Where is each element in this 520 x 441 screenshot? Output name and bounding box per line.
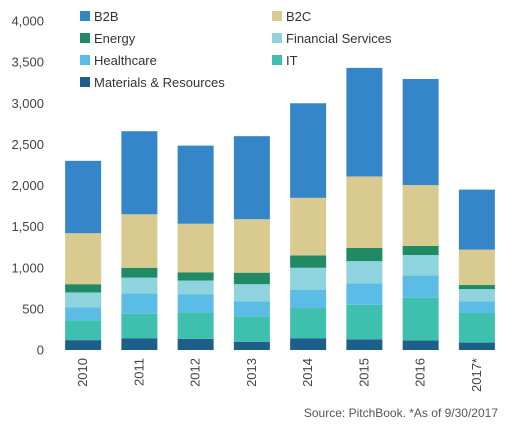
bar-segment (121, 267, 158, 278)
bar-segment (121, 293, 158, 314)
bar-segment (177, 272, 214, 281)
bar-segment (402, 185, 439, 246)
bar-segment (346, 261, 383, 284)
bar-segment (65, 292, 102, 308)
bar-segment (402, 297, 439, 341)
bar-segment (346, 339, 383, 350)
y-tick-label: 500 (22, 301, 44, 316)
legend-label: Energy (94, 31, 136, 46)
bar-segment (458, 285, 495, 290)
bar-segment (290, 197, 327, 256)
bar-segment (233, 284, 270, 302)
bar-segment (458, 289, 495, 302)
bar-segment (346, 304, 383, 340)
bar-segment (177, 223, 214, 273)
x-axis-ticks: 2010 2011 2012 2013 2014 2015 2016 2017* (75, 358, 484, 392)
bar-segment (121, 131, 158, 215)
bar-segment (121, 313, 158, 339)
y-tick-label: 2,000 (11, 178, 44, 193)
bar-segment (65, 307, 102, 321)
bar-segment (346, 248, 383, 262)
bar-segment (402, 340, 439, 350)
bar-segment (121, 338, 158, 350)
x-tick-label: 2011 (131, 358, 146, 386)
y-tick-label: 2,500 (11, 137, 44, 152)
x-tick-label: 2014 (300, 358, 315, 387)
bar-segment (65, 320, 102, 341)
bar-segment (402, 78, 439, 186)
bar-segment (177, 145, 214, 224)
legend-label: Healthcare (94, 53, 157, 68)
bar-segment (65, 284, 102, 293)
bar-segment (346, 176, 383, 249)
bar-segment (290, 255, 327, 268)
legend-swatch (272, 11, 282, 21)
bar-segment (458, 342, 495, 350)
bar-segment (290, 103, 327, 198)
bar-segment (233, 219, 270, 273)
bar-segment (290, 267, 327, 290)
bar-segment (121, 277, 158, 294)
bar-segment (177, 312, 214, 339)
bar-segment (121, 214, 158, 268)
legend-swatch (80, 55, 90, 65)
bar-segment (177, 280, 214, 295)
legend-label: B2B (94, 9, 119, 24)
legend-swatch (80, 11, 90, 21)
y-tick-label: 0 (37, 343, 44, 358)
x-tick-label: 2015 (356, 358, 371, 387)
bar-segment (65, 340, 102, 350)
bar-segment (290, 308, 327, 339)
bars-group (65, 67, 495, 350)
legend-label: IT (286, 53, 298, 68)
legend-label: B2C (286, 9, 311, 24)
source-note: Source: PitchBook. *As of 9/30/2017 (304, 406, 498, 420)
bar-segment (65, 233, 102, 285)
y-tick-label: 4,000 (11, 14, 44, 29)
bar-segment (233, 316, 270, 342)
bar-segment (458, 249, 495, 286)
bar-segment (458, 312, 495, 343)
bar-segment (233, 136, 270, 220)
bar-segment (346, 283, 383, 305)
y-tick-label: 1,500 (11, 219, 44, 234)
bar-segment (346, 67, 383, 177)
x-tick-label: 2013 (244, 358, 259, 387)
legend-swatch (80, 77, 90, 87)
bar-segment (233, 272, 270, 285)
bar-segment (290, 338, 327, 350)
bar-segment (402, 275, 439, 298)
y-tick-label: 3,500 (11, 55, 44, 70)
x-tick-label: 2010 (75, 358, 90, 387)
bar-segment (290, 289, 327, 309)
bar-segment (458, 301, 495, 313)
y-tick-label: 1,000 (11, 260, 44, 275)
x-tick-label: 2012 (188, 358, 203, 387)
legend-swatch (272, 33, 282, 43)
bar-segment (233, 341, 270, 350)
y-tick-label: 3,000 (11, 96, 44, 111)
legend-label: Materials & Resources (94, 75, 225, 90)
bar-segment (65, 160, 102, 234)
bar-segment (402, 245, 439, 255)
legend-swatch (80, 33, 90, 43)
legend: B2B B2C Energy Financial Services Healthcare… (80, 9, 392, 90)
bar-segment (233, 301, 270, 317)
x-tick-label: 2016 (413, 358, 428, 387)
bar-segment (177, 338, 214, 350)
bar-segment (458, 189, 495, 250)
legend-label: Financial Services (286, 31, 392, 46)
bar-segment (177, 294, 214, 313)
legend-swatch (272, 55, 282, 65)
y-axis-ticks: 0 500 1,000 1,500 2,000 2,500 3,000 3,500 4,000 (11, 14, 44, 358)
x-tick-label: 2017* (469, 358, 484, 392)
bar-segment (402, 255, 439, 276)
